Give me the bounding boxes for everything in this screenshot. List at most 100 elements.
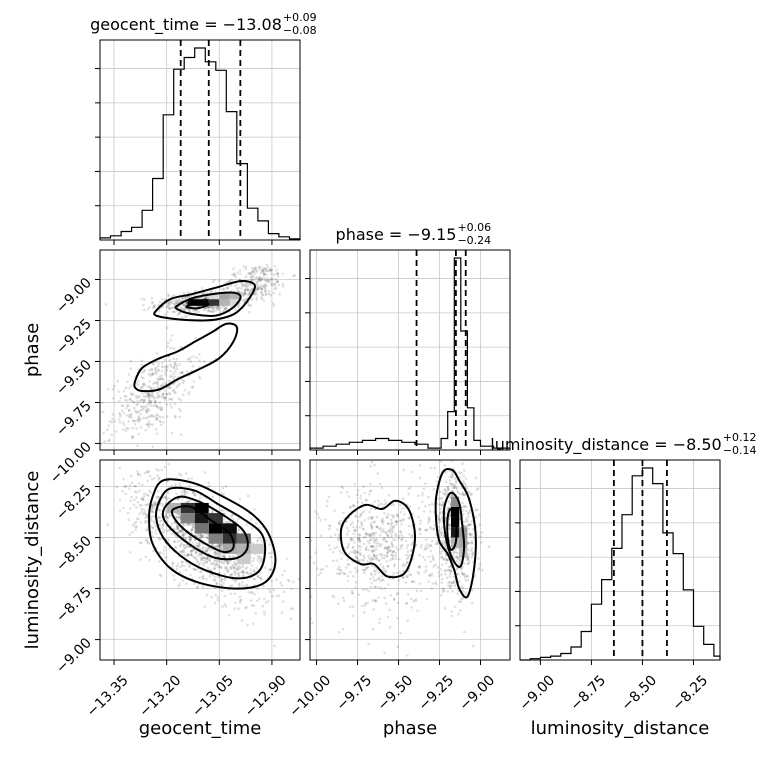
sample-point — [259, 279, 263, 283]
sample-point — [171, 334, 174, 337]
sample-point — [263, 613, 267, 616]
sample-point — [408, 533, 411, 536]
sample-point — [199, 556, 203, 560]
sample-point — [463, 573, 467, 577]
sample-point — [447, 488, 450, 492]
sample-point — [149, 386, 153, 390]
sample-point — [248, 310, 251, 314]
sample-point — [256, 574, 260, 578]
sample-point — [222, 518, 226, 521]
density-cell — [208, 299, 220, 306]
sample-point — [372, 554, 376, 558]
sample-point — [198, 536, 202, 540]
sample-point — [263, 286, 267, 289]
sample-point — [184, 492, 187, 496]
sample-point — [141, 497, 144, 500]
sample-point — [389, 522, 393, 526]
sample-point — [97, 520, 100, 523]
sample-point — [443, 569, 447, 573]
sample-point — [141, 498, 145, 502]
sample-point — [368, 510, 371, 514]
sample-point — [265, 263, 269, 267]
sample-point — [214, 308, 218, 312]
sample-point — [103, 440, 106, 443]
sample-point — [458, 580, 461, 583]
sample-point — [113, 384, 116, 388]
sample-point — [187, 545, 191, 549]
sample-point — [170, 375, 173, 378]
sample-point — [201, 574, 205, 578]
sample-point — [269, 590, 272, 593]
tick-label-phase: −9.00 — [53, 275, 95, 317]
sample-point — [233, 308, 237, 312]
sample-point — [160, 408, 163, 411]
sample-point — [419, 476, 422, 480]
sample-point — [388, 545, 391, 549]
sample-point — [167, 301, 171, 305]
sample-point — [425, 529, 428, 532]
sample-point — [215, 306, 219, 310]
sample-point — [143, 511, 146, 514]
sample-point — [151, 526, 154, 530]
sample-point — [147, 494, 150, 497]
sample-point — [380, 530, 383, 533]
sample-point — [394, 534, 397, 537]
sample-point — [224, 566, 227, 569]
sample-point — [193, 493, 197, 496]
sample-point — [191, 386, 194, 389]
sample-point — [124, 394, 128, 398]
sample-point — [359, 497, 362, 500]
sample-point — [191, 491, 195, 494]
sample-point — [389, 518, 393, 522]
sample-point — [273, 282, 277, 286]
sample-point — [140, 398, 144, 402]
sample-point — [405, 602, 408, 605]
sample-point — [188, 538, 191, 542]
sample-point — [145, 411, 149, 414]
sample-point — [451, 494, 455, 498]
sample-point — [430, 587, 434, 590]
sample-point — [183, 490, 186, 494]
sample-point — [421, 494, 424, 497]
sample-point — [340, 491, 343, 494]
sample-point — [157, 560, 161, 563]
sample-point — [446, 569, 450, 572]
sample-point — [450, 614, 453, 618]
sample-point — [379, 563, 382, 566]
sample-point — [156, 385, 160, 389]
sample-point — [459, 558, 463, 562]
sample-point — [452, 551, 456, 554]
density-cell — [236, 533, 251, 544]
sample-point — [201, 585, 205, 588]
sample-point — [245, 571, 249, 574]
sample-point — [153, 522, 157, 525]
sample-point — [444, 494, 447, 497]
sample-point — [229, 573, 232, 577]
sample-point — [352, 575, 355, 578]
sample-point — [344, 572, 347, 576]
sample-point — [365, 545, 368, 549]
sample-point — [182, 303, 186, 307]
sample-point — [466, 558, 470, 561]
sample-point — [129, 551, 132, 554]
sample-point — [390, 541, 394, 544]
sample-point — [393, 597, 396, 601]
sample-point — [236, 289, 239, 293]
sample-point — [149, 525, 153, 528]
sample-point — [451, 554, 455, 557]
sample-point — [151, 423, 154, 426]
sample-point — [376, 541, 379, 545]
sample-point — [262, 584, 265, 588]
sample-point — [207, 308, 210, 312]
sample-point — [149, 517, 153, 520]
sample-point — [139, 425, 143, 429]
sample-point — [151, 502, 154, 506]
sample-point — [154, 371, 158, 374]
sample-point — [140, 363, 144, 367]
sample-point — [144, 516, 147, 519]
sample-point — [192, 523, 196, 527]
sample-point — [146, 416, 149, 419]
sample-point — [362, 588, 365, 591]
sample-point — [269, 568, 273, 571]
sample-point — [148, 415, 152, 419]
